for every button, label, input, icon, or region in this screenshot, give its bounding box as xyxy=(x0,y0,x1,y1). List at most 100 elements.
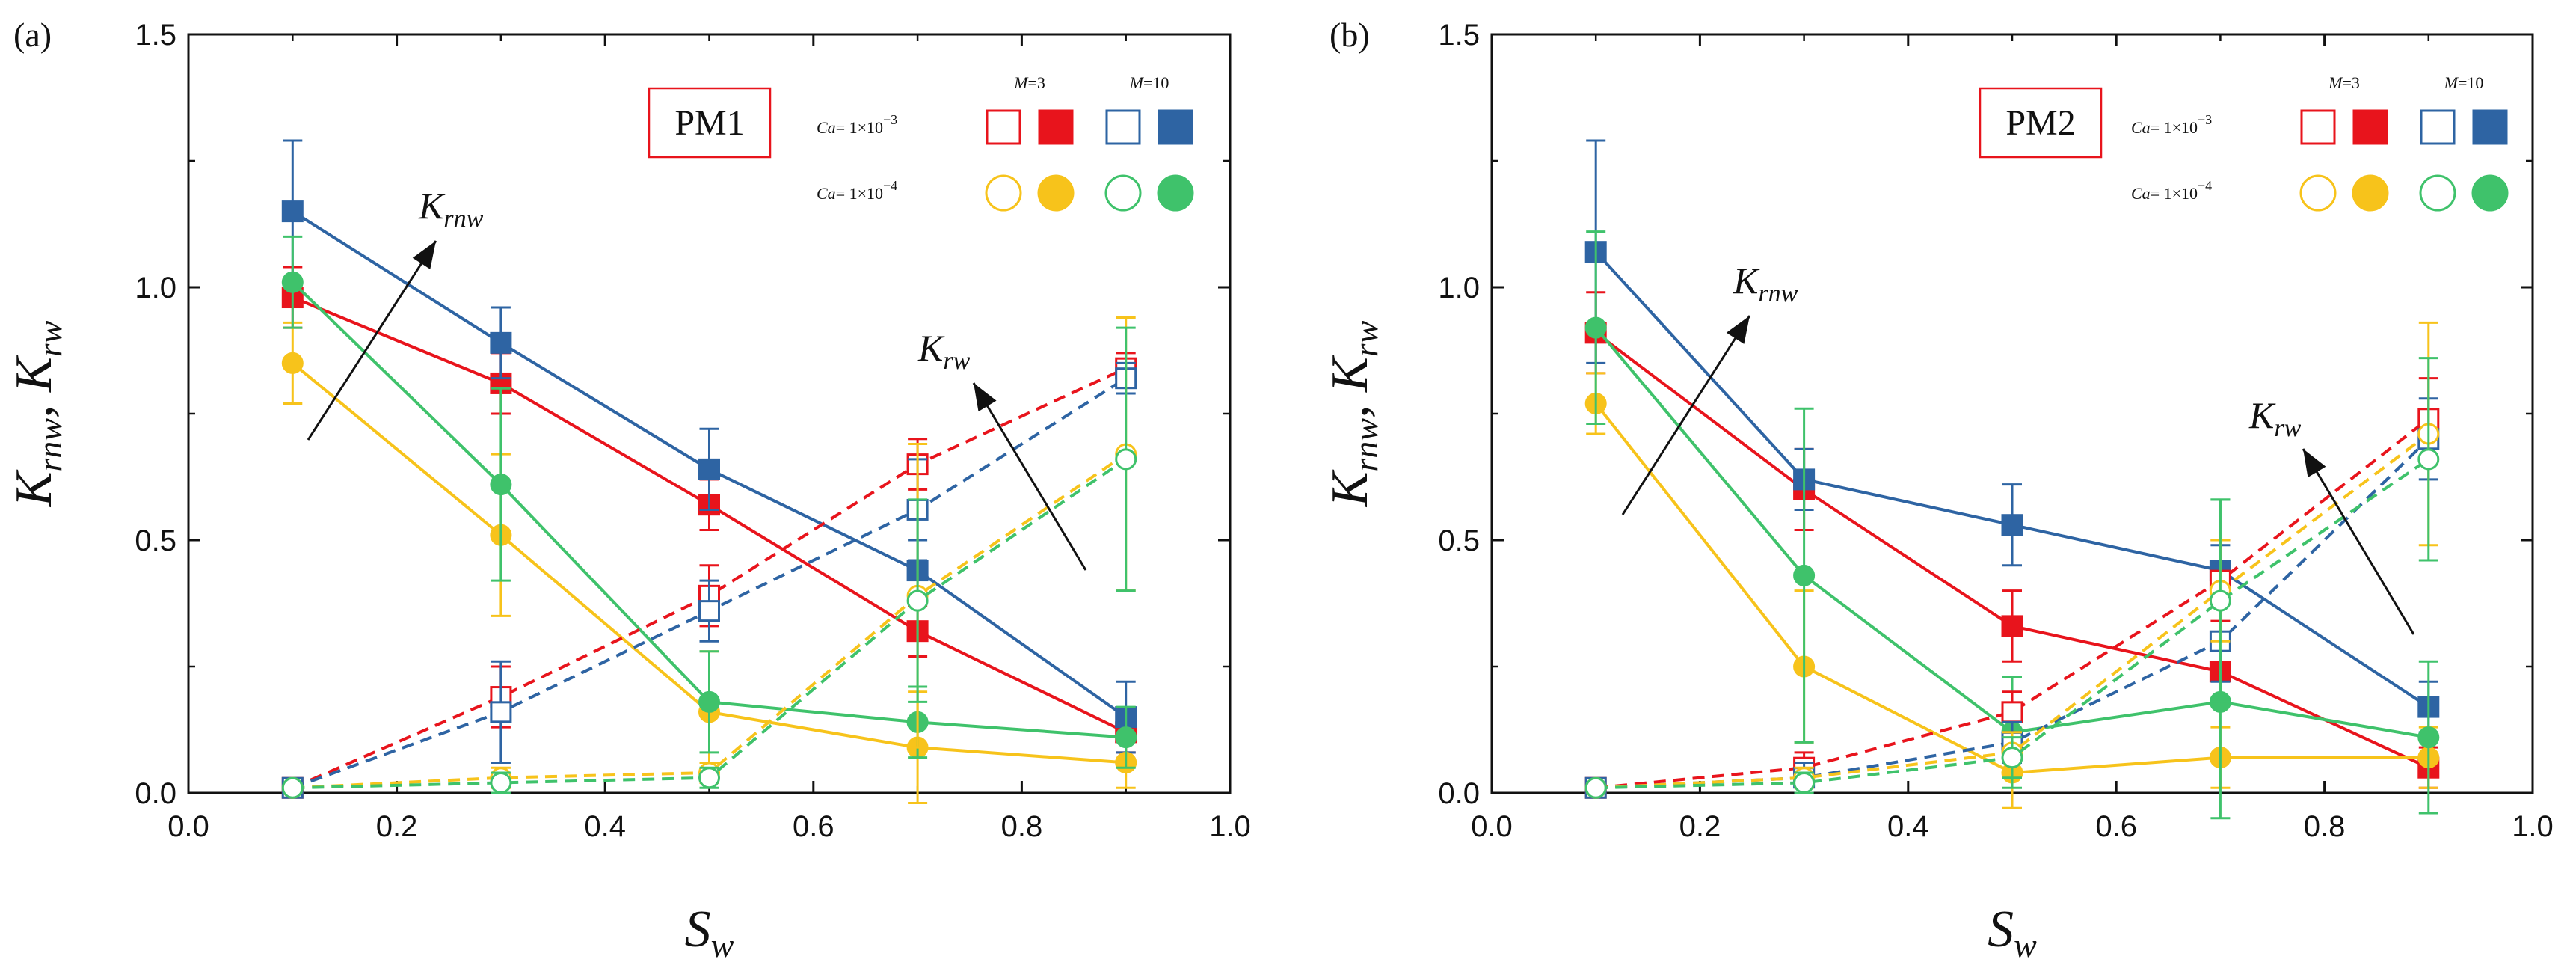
circle-marker xyxy=(2417,726,2440,749)
sample-label-box xyxy=(648,87,772,159)
annotation-label: Krw xyxy=(2248,394,2302,442)
legend-circle-marker xyxy=(2419,174,2456,212)
annotation-label: Krw xyxy=(917,327,971,375)
legend-square-marker xyxy=(2352,109,2388,145)
panel-a: (a) 0.0 0.2 0.4 0.6 0.8 1.0 0.0 0.5 1.0 1.5 Sw Krnw,… xyxy=(5,16,1251,964)
sample-label-box xyxy=(1979,87,2103,159)
x-tick-label: 0.4 xyxy=(584,810,626,843)
arrow-head-icon xyxy=(2303,449,2326,478)
square-marker xyxy=(698,458,720,480)
x-tick-label: 0.6 xyxy=(2095,810,2137,843)
krnw-annotation: Krnw xyxy=(1621,260,1798,515)
circle-marker xyxy=(1115,726,1137,749)
square-marker xyxy=(2001,514,2023,536)
legend-col-header: M=10 xyxy=(1129,73,1169,92)
legend-circle-marker xyxy=(2471,174,2509,212)
x-tick-label: 0.6 xyxy=(793,810,834,843)
circle-marker xyxy=(2001,747,2023,769)
y-tick-label: 1.0 xyxy=(135,272,176,304)
square-marker xyxy=(281,200,304,223)
circle-marker xyxy=(281,271,304,293)
krw-line xyxy=(1596,417,2430,790)
legend-circle-marker xyxy=(1157,174,1194,212)
y-axis-title: Krnw, Krw xyxy=(1321,320,1385,507)
y-axis-title: Krnw, Krw xyxy=(5,320,69,507)
series-knw_m10_ca4 xyxy=(281,235,1137,769)
sample-label: PM2 xyxy=(2005,103,2075,143)
legend-circle-marker xyxy=(2299,174,2337,212)
circle-marker xyxy=(281,352,304,374)
series-kw_m10_ca4 xyxy=(281,326,1137,799)
krnw-annotation: Krnw xyxy=(307,185,484,441)
circle-marker xyxy=(1793,771,1816,794)
square-marker xyxy=(698,600,720,622)
x-tick-label: 0.8 xyxy=(1001,810,1043,843)
y-tick-label: 1.5 xyxy=(1438,19,1480,52)
sample-label: PM1 xyxy=(674,103,744,143)
legend-row-label: Ca= 1×10−4 xyxy=(2131,178,2212,203)
legend-square-marker xyxy=(2472,109,2508,145)
y-tick-label: 0.5 xyxy=(135,524,176,557)
y-tick-label: 0.0 xyxy=(1438,777,1480,810)
y-tick-label: 0.5 xyxy=(1438,524,1480,557)
x-axis-title: Sw xyxy=(685,901,734,964)
panel-label: (a) xyxy=(13,16,52,54)
y-tick-label: 1.5 xyxy=(135,19,176,52)
circle-marker xyxy=(1793,564,1816,586)
circle-marker xyxy=(1584,316,1607,339)
circle-marker xyxy=(490,771,512,794)
annotation-arrow-shaft xyxy=(307,240,437,441)
circle-marker xyxy=(906,589,929,612)
circle-marker xyxy=(2209,589,2231,612)
krw-annotation: Krw xyxy=(917,327,1087,571)
annotation-label: Krnw xyxy=(1733,260,1798,307)
square-marker xyxy=(2001,701,2023,723)
arrow-head-icon xyxy=(1726,316,1750,344)
x-axis-title: Sw xyxy=(1988,901,2037,964)
legend-row-label: Ca= 1×10−3 xyxy=(2131,112,2212,137)
panel-b: (b) 0.0 0.2 0.4 0.6 0.8 1.0 0.0 0.5 1.0 1.5 Sw Krnw,… xyxy=(1321,16,2554,964)
circle-marker xyxy=(490,474,512,496)
legend-circle-marker xyxy=(1104,174,1142,212)
square-marker xyxy=(2001,615,2023,637)
arrow-head-icon xyxy=(974,383,997,412)
annotation-arrow-shaft xyxy=(1621,315,1751,515)
series-kw_m10_ca4 xyxy=(1584,357,2440,799)
legend-row-label: Ca= 1×10−3 xyxy=(817,112,897,137)
annotation-label: Krnw xyxy=(418,185,484,233)
y-tick-label: 0.0 xyxy=(135,777,176,810)
legend-row-label: Ca= 1×10−4 xyxy=(817,178,897,203)
x-tick-label: 0.0 xyxy=(167,810,209,843)
legend-col-header: M=10 xyxy=(2444,73,2484,92)
x-tick-label: 0.2 xyxy=(376,810,418,843)
circle-marker xyxy=(2417,448,2440,471)
legend-circle-marker xyxy=(1037,174,1075,212)
circle-marker xyxy=(698,690,720,713)
y-tick-label: 1.0 xyxy=(1438,272,1480,304)
legend-square-marker xyxy=(2420,109,2456,145)
arrow-head-icon xyxy=(412,241,436,269)
legend-square-marker xyxy=(1158,109,1193,145)
krw-annotation: Krw xyxy=(2248,394,2415,635)
x-tick-label: 0.8 xyxy=(2304,810,2346,843)
square-marker xyxy=(490,331,512,354)
legend-square-marker xyxy=(1038,109,1074,145)
x-tick-label: 1.0 xyxy=(2512,810,2554,843)
panel-label: (b) xyxy=(1330,16,1370,54)
legend-square-marker xyxy=(986,109,1021,145)
circle-marker xyxy=(698,767,720,789)
legend-col-header: M=3 xyxy=(2328,73,2360,92)
x-tick-label: 0.4 xyxy=(1887,810,1929,843)
square-marker xyxy=(490,701,512,723)
legend-square-marker xyxy=(2300,109,2336,145)
circle-marker xyxy=(1115,448,1137,471)
legend-circle-marker xyxy=(2352,174,2389,212)
x-tick-label: 0.0 xyxy=(1471,810,1513,843)
legend-circle-marker xyxy=(985,174,1022,212)
legend-square-marker xyxy=(1105,109,1141,145)
legend-col-header: M=3 xyxy=(1013,73,1045,92)
annotation-arrow-shaft xyxy=(2302,448,2415,635)
legend: M=3 M=10 Ca= 1×10−3 Ca= 1×10−4 xyxy=(817,73,1194,212)
annotation-arrow-shaft xyxy=(972,382,1087,571)
